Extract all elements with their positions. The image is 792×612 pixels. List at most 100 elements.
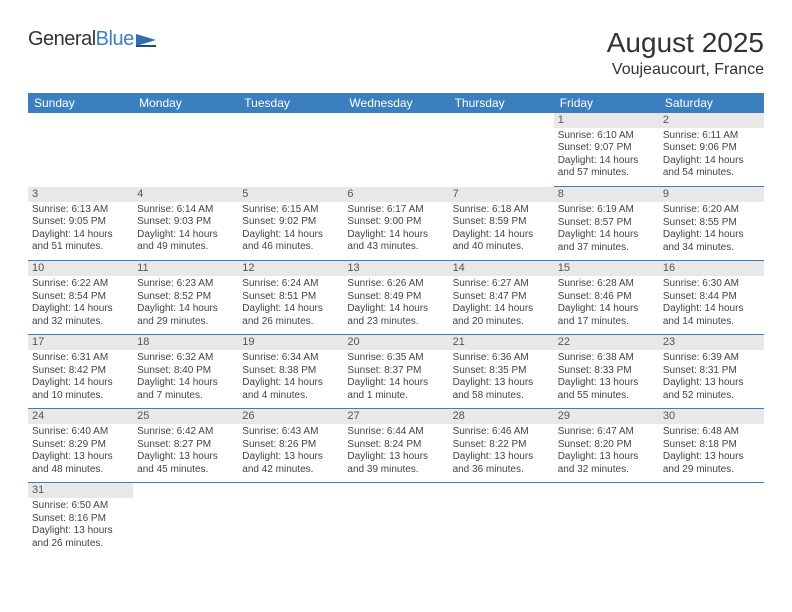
sunset-text: Sunset: 8:31 PM: [663, 365, 760, 378]
daylight-text: Daylight: 13 hours and 36 minutes.: [453, 451, 550, 476]
weekday-header: Saturday: [659, 93, 764, 113]
day-details: Sunrise: 6:30 AMSunset: 8:44 PMDaylight:…: [659, 276, 764, 330]
sunrise-text: Sunrise: 6:30 AM: [663, 278, 760, 291]
day-details: Sunrise: 6:19 AMSunset: 8:57 PMDaylight:…: [554, 202, 659, 256]
day-number: 19: [238, 335, 343, 350]
day-details: Sunrise: 6:17 AMSunset: 9:00 PMDaylight:…: [343, 202, 448, 256]
calendar-cell: 3Sunrise: 6:13 AMSunset: 9:05 PMDaylight…: [28, 187, 133, 261]
sunset-text: Sunset: 8:57 PM: [558, 217, 655, 230]
calendar-cell: [28, 113, 133, 187]
day-number: 13: [343, 261, 448, 276]
calendar-table: Sunday Monday Tuesday Wednesday Thursday…: [28, 93, 764, 557]
sunset-text: Sunset: 8:54 PM: [32, 291, 129, 304]
calendar-cell: 20Sunrise: 6:35 AMSunset: 8:37 PMDayligh…: [343, 335, 448, 409]
day-number: 15: [554, 261, 659, 276]
sunset-text: Sunset: 8:26 PM: [242, 439, 339, 452]
sunset-text: Sunset: 8:44 PM: [663, 291, 760, 304]
calendar-week-row: 17Sunrise: 6:31 AMSunset: 8:42 PMDayligh…: [28, 335, 764, 409]
sunrise-text: Sunrise: 6:42 AM: [137, 426, 234, 439]
sunset-text: Sunset: 8:35 PM: [453, 365, 550, 378]
day-number: 11: [133, 261, 238, 276]
sunrise-text: Sunrise: 6:36 AM: [453, 352, 550, 365]
day-number: 30: [659, 409, 764, 424]
calendar-cell: 26Sunrise: 6:43 AMSunset: 8:26 PMDayligh…: [238, 409, 343, 483]
day-details: Sunrise: 6:20 AMSunset: 8:55 PMDaylight:…: [659, 202, 764, 256]
calendar-cell: 9Sunrise: 6:20 AMSunset: 8:55 PMDaylight…: [659, 187, 764, 261]
sunrise-text: Sunrise: 6:23 AM: [137, 278, 234, 291]
daylight-text: Daylight: 14 hours and 54 minutes.: [663, 155, 760, 180]
sunset-text: Sunset: 8:38 PM: [242, 365, 339, 378]
daylight-text: Daylight: 14 hours and 40 minutes.: [453, 229, 550, 254]
location-label: Voujeaucourt, France: [607, 61, 764, 79]
weekday-header-row: Sunday Monday Tuesday Wednesday Thursday…: [28, 93, 764, 113]
sunset-text: Sunset: 8:52 PM: [137, 291, 234, 304]
calendar-cell: 15Sunrise: 6:28 AMSunset: 8:46 PMDayligh…: [554, 261, 659, 335]
daylight-text: Daylight: 14 hours and 37 minutes.: [558, 229, 655, 254]
day-details: Sunrise: 6:48 AMSunset: 8:18 PMDaylight:…: [659, 424, 764, 478]
calendar-cell: [659, 483, 764, 557]
daylight-text: Daylight: 13 hours and 29 minutes.: [663, 451, 760, 476]
calendar-cell: 31Sunrise: 6:50 AMSunset: 8:16 PMDayligh…: [28, 483, 133, 557]
sunset-text: Sunset: 8:46 PM: [558, 291, 655, 304]
sunrise-text: Sunrise: 6:10 AM: [558, 130, 655, 143]
day-number: 9: [659, 187, 764, 202]
sunrise-text: Sunrise: 6:38 AM: [558, 352, 655, 365]
day-details: Sunrise: 6:27 AMSunset: 8:47 PMDaylight:…: [449, 276, 554, 330]
logo-text-1: General: [28, 28, 96, 51]
sunrise-text: Sunrise: 6:48 AM: [663, 426, 760, 439]
day-number: 29: [554, 409, 659, 424]
day-number: 26: [238, 409, 343, 424]
day-number: 21: [449, 335, 554, 350]
sunset-text: Sunset: 9:07 PM: [558, 142, 655, 155]
day-details: Sunrise: 6:39 AMSunset: 8:31 PMDaylight:…: [659, 350, 764, 404]
weekday-header: Friday: [554, 93, 659, 113]
sunset-text: Sunset: 8:40 PM: [137, 365, 234, 378]
month-title: August 2025: [607, 28, 764, 59]
calendar-cell: 28Sunrise: 6:46 AMSunset: 8:22 PMDayligh…: [449, 409, 554, 483]
sunset-text: Sunset: 8:42 PM: [32, 365, 129, 378]
sunset-text: Sunset: 9:05 PM: [32, 216, 129, 229]
sunrise-text: Sunrise: 6:35 AM: [347, 352, 444, 365]
sunset-text: Sunset: 8:55 PM: [663, 217, 760, 230]
calendar-cell: 7Sunrise: 6:18 AMSunset: 8:59 PMDaylight…: [449, 187, 554, 261]
day-details: Sunrise: 6:42 AMSunset: 8:27 PMDaylight:…: [133, 424, 238, 478]
page-header: GeneralBlue August 2025 Voujeaucourt, Fr…: [28, 28, 764, 79]
day-details: Sunrise: 6:36 AMSunset: 8:35 PMDaylight:…: [449, 350, 554, 404]
sunset-text: Sunset: 8:49 PM: [347, 291, 444, 304]
daylight-text: Daylight: 13 hours and 26 minutes.: [32, 525, 129, 550]
calendar-page: GeneralBlue August 2025 Voujeaucourt, Fr…: [0, 0, 792, 577]
weekday-header: Wednesday: [343, 93, 448, 113]
sunrise-text: Sunrise: 6:14 AM: [137, 204, 234, 217]
calendar-cell: 4Sunrise: 6:14 AMSunset: 9:03 PMDaylight…: [133, 187, 238, 261]
calendar-cell: 24Sunrise: 6:40 AMSunset: 8:29 PMDayligh…: [28, 409, 133, 483]
sunset-text: Sunset: 8:20 PM: [558, 439, 655, 452]
calendar-cell: 14Sunrise: 6:27 AMSunset: 8:47 PMDayligh…: [449, 261, 554, 335]
calendar-cell: 19Sunrise: 6:34 AMSunset: 8:38 PMDayligh…: [238, 335, 343, 409]
day-number: 20: [343, 335, 448, 350]
calendar-cell: [238, 483, 343, 557]
daylight-text: Daylight: 14 hours and 4 minutes.: [242, 377, 339, 402]
daylight-text: Daylight: 14 hours and 17 minutes.: [558, 303, 655, 328]
day-details: Sunrise: 6:46 AMSunset: 8:22 PMDaylight:…: [449, 424, 554, 478]
daylight-text: Daylight: 14 hours and 7 minutes.: [137, 377, 234, 402]
day-number: 5: [238, 187, 343, 202]
calendar-cell: 12Sunrise: 6:24 AMSunset: 8:51 PMDayligh…: [238, 261, 343, 335]
day-details: Sunrise: 6:18 AMSunset: 8:59 PMDaylight:…: [449, 202, 554, 256]
sunset-text: Sunset: 8:37 PM: [347, 365, 444, 378]
calendar-week-row: 3Sunrise: 6:13 AMSunset: 9:05 PMDaylight…: [28, 187, 764, 261]
logo-text-2: Blue: [96, 28, 134, 51]
day-number: 2: [659, 113, 764, 128]
day-number: 27: [343, 409, 448, 424]
day-details: Sunrise: 6:43 AMSunset: 8:26 PMDaylight:…: [238, 424, 343, 478]
calendar-cell: [343, 483, 448, 557]
sunset-text: Sunset: 8:22 PM: [453, 439, 550, 452]
calendar-cell: [449, 113, 554, 187]
calendar-cell: 25Sunrise: 6:42 AMSunset: 8:27 PMDayligh…: [133, 409, 238, 483]
day-details: Sunrise: 6:32 AMSunset: 8:40 PMDaylight:…: [133, 350, 238, 404]
calendar-cell: [133, 113, 238, 187]
daylight-text: Daylight: 13 hours and 55 minutes.: [558, 377, 655, 402]
daylight-text: Daylight: 13 hours and 48 minutes.: [32, 451, 129, 476]
daylight-text: Daylight: 14 hours and 57 minutes.: [558, 155, 655, 180]
sunrise-text: Sunrise: 6:15 AM: [242, 204, 339, 217]
day-number: 18: [133, 335, 238, 350]
